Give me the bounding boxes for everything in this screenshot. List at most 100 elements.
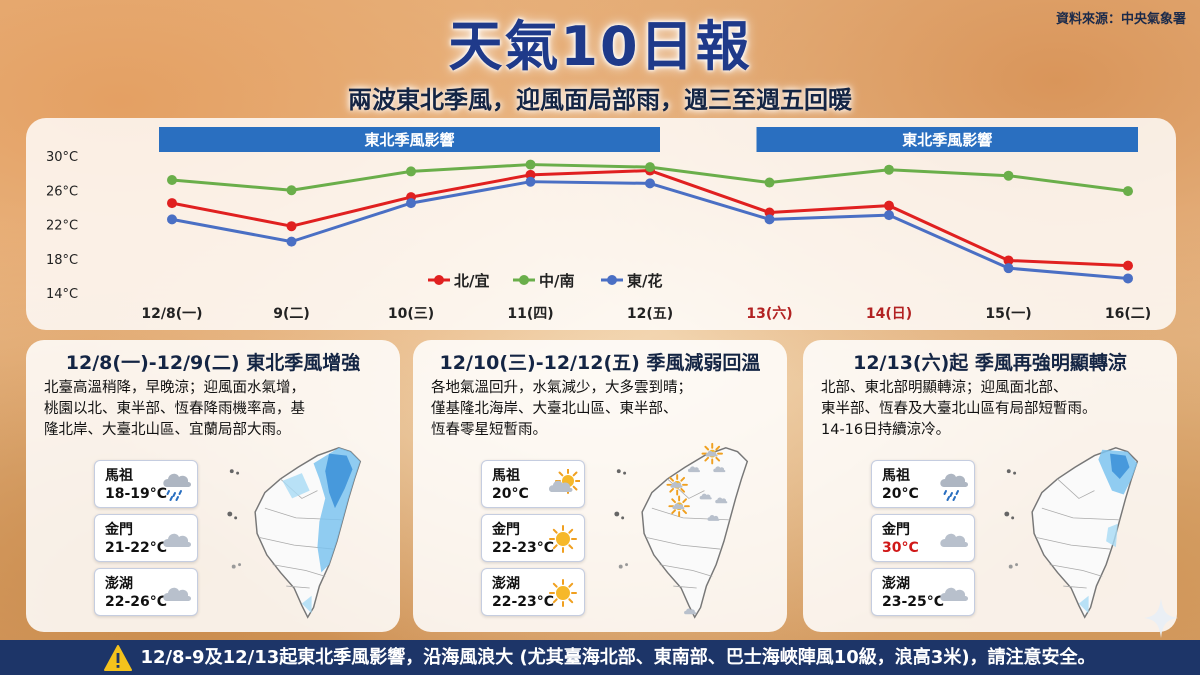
data-point <box>1003 263 1014 274</box>
station-box: 馬祖 18-19°C <box>94 460 198 508</box>
cloud-icon <box>163 533 191 547</box>
card-description: 北臺高溫稍降，早晚涼；迎風面水氣增， 桃園以北、東半部、恆春降雨機率高，基 隆北岸、… <box>44 378 386 441</box>
station-box: 金門 22-23°C <box>481 514 585 562</box>
card-title: 12/8(一)-12/9(二) 東北季風增強 <box>65 352 361 374</box>
warning-icon <box>104 645 133 671</box>
warning-text: 12/8-9及12/13起東北季風影響，沿海風浪大 (尤其臺海北部、東南部、巴士… <box>140 647 1096 668</box>
card-description-line: 東半部、恆春及大臺北山區有局部短暫雨。 <box>821 401 1097 417</box>
taiwan-map <box>614 442 749 619</box>
cloud-icon <box>940 587 968 601</box>
station-box: 澎湖 22-26°C <box>94 568 198 616</box>
data-point <box>764 177 775 188</box>
station-name: 澎湖 <box>882 576 910 592</box>
legend-marker <box>607 275 617 285</box>
card-description-line: 僅基隆北海岸、大臺北山區、東半部、 <box>431 401 678 417</box>
y-tick-label: 26°C <box>46 184 78 199</box>
data-point <box>1123 260 1133 271</box>
cloud-icon <box>163 587 191 601</box>
forecast-card-2: 12/10(三)-12/12(五) 季風減弱回溫各地氣溫回升，水氣減少，大多雲到… <box>413 340 787 632</box>
rain-cloud-icon <box>163 473 191 501</box>
card-description-line: 各地氣溫回升，水氣減少，大多雲到晴； <box>431 380 692 396</box>
x-tick-label: 15(一) <box>985 306 1031 322</box>
data-point <box>167 198 177 209</box>
station-box: 金門 30°C <box>871 514 975 562</box>
data-point <box>286 185 297 196</box>
card-description-line: 北臺高溫稍降，早晚涼；迎風面水氣增， <box>44 380 305 396</box>
card-description-line: 桃園以北、東半部、恆春降雨機率高，基 <box>44 401 305 417</box>
legend-marker <box>434 275 444 285</box>
y-tick-label: 30°C <box>46 150 78 165</box>
station-temperature: 18-19°C <box>105 486 168 502</box>
x-tick-label: 12(五) <box>627 306 673 322</box>
station-box: 金門 21-22°C <box>94 514 198 562</box>
data-point <box>1003 255 1014 266</box>
card-title: 12/10(三)-12/12(五) 季風減弱回溫 <box>439 352 761 374</box>
data-point <box>764 207 775 218</box>
forecast-card-3: 12/13(六)起 季風再強明顯轉涼 北部、東北部明顯轉涼；迎風面北部、 東半部、恆… <box>803 340 1177 632</box>
monsoon-band-label: 東北季風影響 <box>902 131 992 149</box>
monsoon-band <box>756 127 1138 152</box>
card-description: 各地氣溫回升，水氣減少，大多雲到晴； 僅基隆北海岸、大臺北山區、東半部、 恆春零星短… <box>431 378 773 441</box>
x-tick-label: 12/8(一) <box>141 306 202 322</box>
taiwan-map <box>227 447 362 619</box>
station-box: 馬祖 20°C <box>871 460 975 508</box>
station-box: 馬祖 20°C <box>481 460 585 508</box>
x-tick-label: 10(三) <box>388 306 434 322</box>
series-line <box>171 180 1129 280</box>
x-tick-label: 13(六) <box>746 305 792 322</box>
page-subtitle: 兩波東北季風，迎風面局部雨，週三至週五回暖 <box>348 86 852 114</box>
y-tick-label: 14°C <box>46 287 78 302</box>
card-description-line: 北部、東北部明顯轉涼；迎風面北部、 <box>821 380 1068 396</box>
data-point <box>406 166 416 177</box>
card-description-line: 14-16日持續涼冷。 <box>821 422 951 438</box>
station-name: 馬祖 <box>105 468 133 484</box>
taiwan-map <box>1004 447 1139 619</box>
data-point <box>764 214 775 225</box>
source-label: 資料來源：中央氣象署 <box>1055 12 1186 27</box>
card-description: 北部、東北部明顯轉涼；迎風面北部、東半部、恆春及大臺北山區有局部短暫雨。 14-1… <box>821 378 1163 441</box>
sparkle-icon <box>1144 598 1178 638</box>
sun-icon <box>549 579 577 607</box>
x-tick-label: 16(二) <box>1105 306 1151 322</box>
data-point <box>884 200 894 211</box>
cloud-icon <box>940 533 968 547</box>
monsoon-band-label: 東北季風影響 <box>364 131 454 149</box>
station-box: 澎湖 23-25°C <box>871 568 975 616</box>
data-point <box>167 174 177 185</box>
monsoon-band <box>159 127 660 152</box>
data-point <box>1003 170 1014 181</box>
station-temperature: 30°C <box>882 540 919 556</box>
data-point <box>525 176 536 187</box>
station-temperature: 21-22°C <box>105 540 168 556</box>
station-name: 金門 <box>492 522 520 538</box>
data-point <box>1123 186 1133 197</box>
legend-label: 東/花 <box>627 272 662 290</box>
forecast-card-1: 12/8(一)-12/9(二) 東北季風增強北臺高溫稍降，早晚涼；迎風面水氣增，… <box>26 340 400 632</box>
card-description-line: 隆北岸、大臺北山區、宜蘭局部大雨。 <box>44 422 291 438</box>
station-name: 澎湖 <box>492 576 520 592</box>
data-point <box>884 210 894 221</box>
legend-label: 中/南 <box>539 272 574 290</box>
station-box: 澎湖 22-23°C <box>481 568 585 616</box>
partly-sunny-icon <box>549 469 580 494</box>
station-temperature: 23-25°C <box>882 594 945 610</box>
station-name: 馬祖 <box>492 468 520 484</box>
warning-bar: 12/8-9及12/13起東北季風影響，沿海風浪大 (尤其臺海北部、東南部、巴士… <box>0 640 1200 675</box>
y-tick-label: 18°C <box>46 253 78 268</box>
x-tick-label: 11(四) <box>507 306 553 322</box>
station-temperature: 22-23°C <box>492 540 555 556</box>
y-tick-label: 22°C <box>46 219 78 234</box>
station-name: 金門 <box>105 522 133 538</box>
station-temperature: 20°C <box>882 486 919 502</box>
temperature-chart-panel: 東北季風影響 東北季風影響 30°C 26°C 22°C 18°C 14°C 12/8(一) 9… <box>26 118 1176 330</box>
data-point <box>286 221 297 232</box>
data-point <box>286 236 297 247</box>
data-point <box>645 178 655 189</box>
data-point <box>1123 273 1133 284</box>
station-temperature: 22-23°C <box>492 594 555 610</box>
data-point <box>525 169 536 180</box>
card-description-line: 恆春零星短暫雨。 <box>431 422 547 438</box>
sun-icon <box>549 525 577 553</box>
x-tick-label: 9(二) <box>273 306 310 322</box>
station-name: 馬祖 <box>882 468 910 484</box>
